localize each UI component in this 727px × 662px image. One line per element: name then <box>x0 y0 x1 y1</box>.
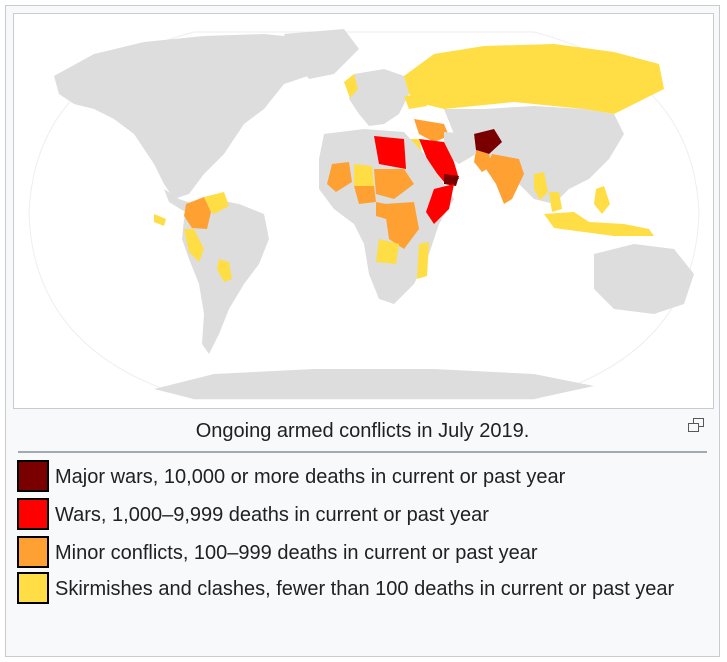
chad-sudan <box>374 169 414 199</box>
libya <box>374 136 406 169</box>
greenland <box>284 29 359 79</box>
legend-item-wars: Wars, 1,000–9,999 deaths in current or p… <box>17 496 707 534</box>
legend-label: Major wars, 10,000 or more deaths in cur… <box>55 466 566 488</box>
conflict-map[interactable] <box>13 13 714 409</box>
peru <box>184 229 204 262</box>
legend-item-major-wars: Major wars, 10,000 or more deaths in cur… <box>17 458 707 496</box>
antarctica <box>154 369 594 399</box>
mozambique <box>417 242 429 279</box>
mexico <box>154 214 166 226</box>
scandinavia <box>344 74 358 98</box>
turkey-iraq-syria <box>414 119 449 142</box>
europe <box>349 69 409 126</box>
legend-swatch <box>17 535 49 568</box>
legend-item-minor-conflicts: Minor conflicts, 100–999 deaths in curre… <box>17 534 707 572</box>
colombia <box>184 197 211 229</box>
saudi-arabia <box>419 139 459 182</box>
legend-swatch <box>17 497 49 530</box>
yemen <box>444 174 459 186</box>
mali <box>327 162 352 192</box>
angola <box>376 239 399 264</box>
nigeria <box>354 186 376 204</box>
australia <box>594 244 694 314</box>
thailand <box>549 192 562 212</box>
legend-label: Wars, 1,000–9,999 deaths in current or p… <box>55 504 489 526</box>
iran <box>444 132 476 164</box>
niger <box>354 164 374 186</box>
world-map-svg <box>28 29 700 400</box>
legend-label: Skirmishes and clashes, fewer than 100 d… <box>55 578 675 600</box>
philippines <box>594 186 610 214</box>
legend-swatch <box>17 459 49 492</box>
magnify-icon[interactable] <box>686 416 708 436</box>
somalia <box>426 184 454 224</box>
indonesia <box>544 212 654 236</box>
venezuela <box>204 192 229 214</box>
legend-item-skirmishes: Skirmishes and clashes, fewer than 100 d… <box>17 571 707 606</box>
drc <box>384 202 419 249</box>
india <box>486 154 524 204</box>
cameroon <box>376 202 386 219</box>
legend-swatch <box>17 571 49 604</box>
legend-label: Minor conflicts, 100–999 deaths in curre… <box>55 542 538 564</box>
map-caption: Ongoing armed conflicts in July 2019. <box>195 420 530 442</box>
north-america <box>54 34 334 199</box>
afghanistan <box>474 129 502 154</box>
bolivia-paraguay <box>217 259 232 282</box>
russia <box>404 44 664 114</box>
myanmar <box>534 172 548 200</box>
map-legend: Major wars, 10,000 or more deaths in cur… <box>17 458 707 606</box>
caption-divider <box>18 451 707 453</box>
map-figure: Ongoing armed conflicts in July 2019. Ma… <box>5 5 720 657</box>
